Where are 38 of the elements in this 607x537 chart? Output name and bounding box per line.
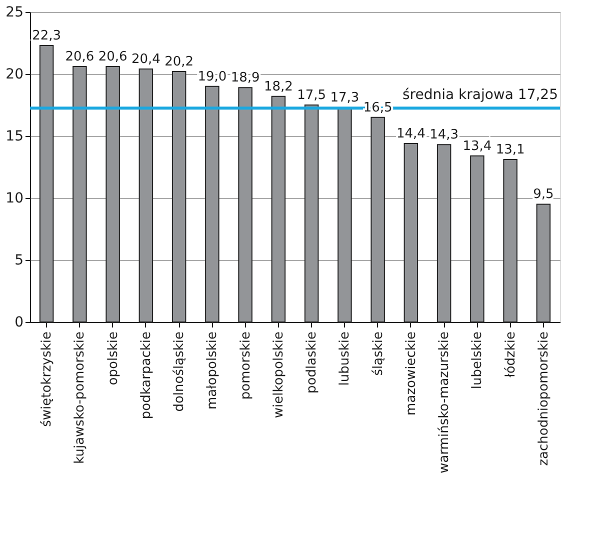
- x-tick-label: kujawsko-pomorskie: [72, 332, 88, 464]
- x-tick-label: dolnośląskie: [172, 332, 188, 412]
- data-label: 22,3: [32, 28, 62, 44]
- data-label: 18,2: [264, 79, 293, 94]
- y-tick-label: 0: [14, 314, 24, 330]
- x-tick-label: podkarpackie: [138, 332, 154, 420]
- x-tick-label: lubelskie: [470, 332, 486, 390]
- x-tick-label: śląskie: [370, 332, 386, 376]
- data-label: 19,0: [198, 69, 227, 84]
- x-tick-label: wielkopolskie: [271, 332, 286, 418]
- x-tick-label: lubuskie: [338, 332, 353, 386]
- x-tick-label: pomorskie: [238, 332, 254, 400]
- data-label: 14,3: [430, 128, 459, 143]
- y-tick-label: 15: [6, 128, 24, 144]
- x-tick-label: podlaskie: [304, 332, 320, 394]
- data-label: 20,2: [164, 54, 194, 70]
- y-tick-label: 25: [6, 4, 24, 20]
- data-label: 20,6: [98, 50, 128, 65]
- x-tick-label: opolskie: [106, 332, 121, 386]
- data-label: 13,4: [462, 138, 492, 154]
- data-label: 13,1: [496, 142, 525, 158]
- y-tick-label: 5: [14, 252, 24, 268]
- data-label: 17,3: [330, 90, 360, 106]
- data-label: 20,6: [65, 50, 94, 65]
- y-tick-label: 10: [6, 190, 24, 206]
- x-tick-label: świętokrzyskie: [40, 332, 55, 427]
- x-tick-label: zachodniopomorskie: [536, 332, 552, 466]
- data-label: 18,9: [230, 70, 260, 86]
- data-label: 20,4: [131, 52, 160, 68]
- data-label: 17,5: [297, 88, 326, 103]
- data-label: 9,5: [533, 187, 554, 202]
- x-tick-label: łódzkie: [503, 332, 518, 378]
- y-tick-label: 20: [6, 66, 24, 82]
- x-tick-label: mazowieckie: [404, 332, 419, 416]
- x-tick-label: małopolskie: [205, 332, 220, 410]
- ref-line-label: średnia krajowa 17,25: [402, 87, 558, 104]
- x-tick-label: warmińsko-mazurskie: [437, 332, 452, 474]
- data-label: 14,4: [396, 126, 426, 142]
